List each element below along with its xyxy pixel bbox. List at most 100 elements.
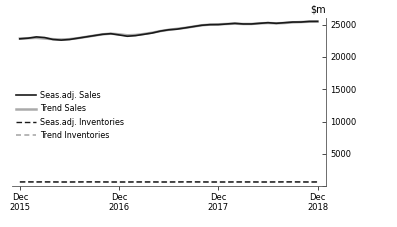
Trend Inventories (42, 180, 47, 183)
Seas.adj. Sales (84, 36, 89, 38)
Trend Sales (166, 28, 171, 31)
Seas.adj. Sales (315, 20, 320, 23)
Seas.adj. Sales (191, 25, 196, 28)
Seas.adj. Sales (175, 28, 179, 30)
Seas.adj. Inventories (191, 180, 196, 183)
Line: Trend Sales: Trend Sales (20, 22, 318, 39)
Seas.adj. Inventories (241, 180, 246, 183)
Seas.adj. Sales (274, 22, 279, 25)
Seas.adj. Inventories (133, 180, 138, 183)
Seas.adj. Sales (307, 20, 312, 23)
Seas.adj. Sales (166, 28, 171, 31)
Trend Inventories (158, 181, 163, 183)
Trend Inventories (50, 181, 55, 183)
Seas.adj. Sales (67, 38, 72, 41)
Trend Inventories (241, 181, 246, 183)
Seas.adj. Inventories (26, 180, 31, 183)
Trend Sales (315, 20, 320, 23)
Trend Sales (257, 22, 262, 25)
Seas.adj. Sales (125, 35, 130, 38)
Seas.adj. Sales (50, 38, 55, 41)
Trend Inventories (208, 181, 212, 183)
Seas.adj. Sales (224, 23, 229, 25)
Trend Inventories (299, 180, 303, 183)
Seas.adj. Sales (42, 36, 47, 39)
Seas.adj. Sales (199, 24, 204, 27)
Seas.adj. Inventories (249, 180, 254, 183)
Trend Inventories (92, 180, 97, 183)
Seas.adj. Sales (92, 34, 97, 37)
Line: Seas.adj. Sales: Seas.adj. Sales (20, 21, 318, 40)
Seas.adj. Inventories (274, 180, 279, 183)
Trend Inventories (142, 181, 146, 183)
Seas.adj. Inventories (17, 180, 22, 183)
Trend Sales (307, 20, 312, 23)
Trend Inventories (175, 181, 179, 183)
Trend Sales (17, 37, 22, 40)
Trend Inventories (216, 181, 221, 183)
Trend Inventories (282, 180, 287, 183)
Seas.adj. Inventories (100, 180, 105, 183)
Trend Inventories (26, 180, 31, 183)
Trend Sales (59, 38, 64, 41)
Seas.adj. Inventories (34, 180, 39, 183)
Trend Sales (142, 33, 146, 35)
Seas.adj. Sales (291, 21, 295, 23)
Seas.adj. Inventories (307, 181, 312, 183)
Seas.adj. Sales (216, 23, 221, 26)
Trend Sales (199, 24, 204, 27)
Trend Inventories (75, 181, 80, 183)
Trend Sales (84, 36, 89, 38)
Seas.adj. Sales (142, 33, 146, 36)
Seas.adj. Sales (26, 37, 31, 39)
Trend Inventories (191, 180, 196, 183)
Trend Inventories (307, 181, 312, 183)
Seas.adj. Sales (100, 33, 105, 36)
Seas.adj. Inventories (108, 181, 113, 183)
Seas.adj. Inventories (282, 180, 287, 183)
Trend Sales (34, 37, 39, 39)
Seas.adj. Sales (59, 39, 64, 42)
Trend Sales (216, 23, 221, 26)
Seas.adj. Sales (282, 21, 287, 24)
Trend Sales (92, 34, 97, 37)
Seas.adj. Inventories (84, 180, 89, 183)
Seas.adj. Inventories (150, 180, 154, 183)
Trend Sales (26, 37, 31, 39)
Seas.adj. Inventories (117, 181, 121, 183)
Trend Inventories (117, 181, 121, 183)
Seas.adj. Inventories (224, 181, 229, 183)
Seas.adj. Inventories (67, 181, 72, 183)
Trend Inventories (224, 181, 229, 183)
Seas.adj. Sales (233, 22, 237, 25)
Seas.adj. Inventories (125, 181, 130, 183)
Trend Sales (224, 23, 229, 25)
Trend Inventories (125, 181, 130, 183)
Legend: Seas.adj. Sales, Trend Sales, Seas.adj. Inventories, Trend Inventories: Seas.adj. Sales, Trend Sales, Seas.adj. … (16, 91, 124, 140)
Trend Sales (274, 22, 279, 25)
Seas.adj. Sales (241, 23, 246, 25)
Seas.adj. Inventories (142, 180, 146, 183)
Seas.adj. Sales (249, 23, 254, 25)
Trend Inventories (266, 181, 270, 183)
Trend Sales (50, 38, 55, 40)
Trend Sales (133, 34, 138, 36)
Seas.adj. Inventories (166, 181, 171, 183)
Trend Sales (233, 22, 237, 25)
Trend Sales (125, 34, 130, 37)
Trend Sales (208, 23, 212, 26)
Trend Inventories (291, 180, 295, 183)
Seas.adj. Inventories (199, 180, 204, 183)
Seas.adj. Inventories (266, 181, 270, 183)
Trend Sales (299, 21, 303, 23)
Trend Sales (42, 37, 47, 40)
Trend Sales (191, 25, 196, 28)
Seas.adj. Inventories (233, 180, 237, 183)
Trend Inventories (133, 181, 138, 183)
Trend Sales (67, 38, 72, 40)
Trend Inventories (59, 181, 64, 183)
Trend Sales (282, 22, 287, 24)
Seas.adj. Inventories (216, 181, 221, 183)
Trend Sales (175, 27, 179, 30)
Seas.adj. Sales (257, 22, 262, 25)
